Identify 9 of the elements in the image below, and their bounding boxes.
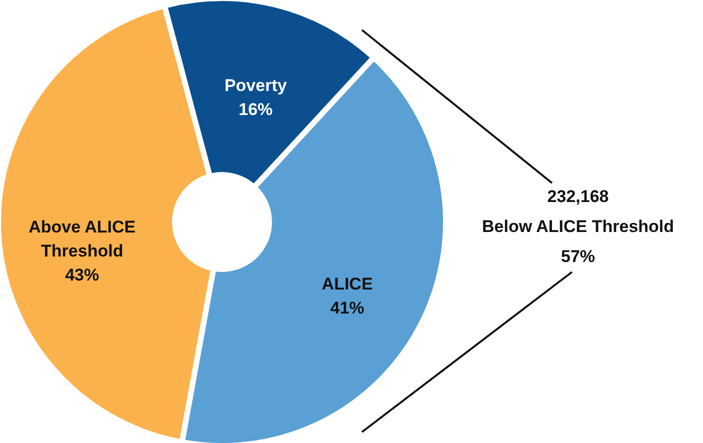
slice-label: Poverty [224, 76, 288, 96]
text: Below ALICE Threshold [482, 217, 674, 236]
text: 232,168 [547, 187, 609, 206]
slice-label: Above ALICE Threshold [28, 218, 136, 261]
data-label: 43% [65, 266, 100, 285]
data-label: 16% [238, 100, 273, 120]
slice-label: ALICE [322, 274, 373, 294]
data-label: 41% [330, 298, 364, 318]
text: 57% [560, 247, 596, 266]
